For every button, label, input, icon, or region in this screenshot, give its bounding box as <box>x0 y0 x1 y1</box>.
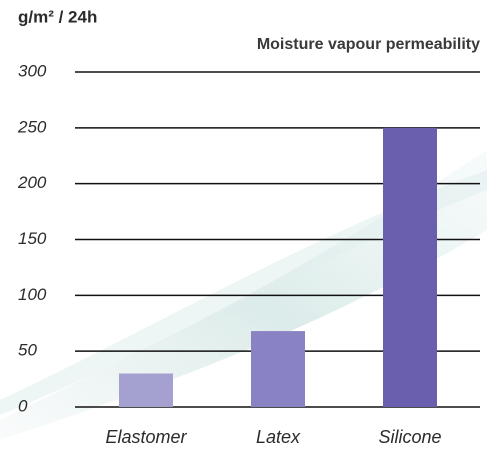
y-tick-label: 50 <box>18 341 37 360</box>
y-tick-label: 250 <box>17 117 47 136</box>
bar <box>383 128 437 407</box>
x-tick-label: Elastomer <box>105 427 187 447</box>
bar <box>251 331 305 407</box>
y-tick-label: 150 <box>18 229 47 248</box>
y-tick-label: 100 <box>18 285 47 304</box>
chart-title: Moisture vapour permeability <box>257 36 480 53</box>
chart: g/m² / 24h Moisture vapour permeability … <box>0 0 487 450</box>
x-tick-label: Silicone <box>378 427 441 447</box>
y-tick-label: 0 <box>18 396 28 415</box>
y-tick-label: 300 <box>18 61 47 80</box>
bar <box>119 374 173 408</box>
x-tick-label: Latex <box>256 427 301 447</box>
y-tick-label: 200 <box>17 173 47 192</box>
y-axis-label: g/m² / 24h <box>18 7 97 26</box>
